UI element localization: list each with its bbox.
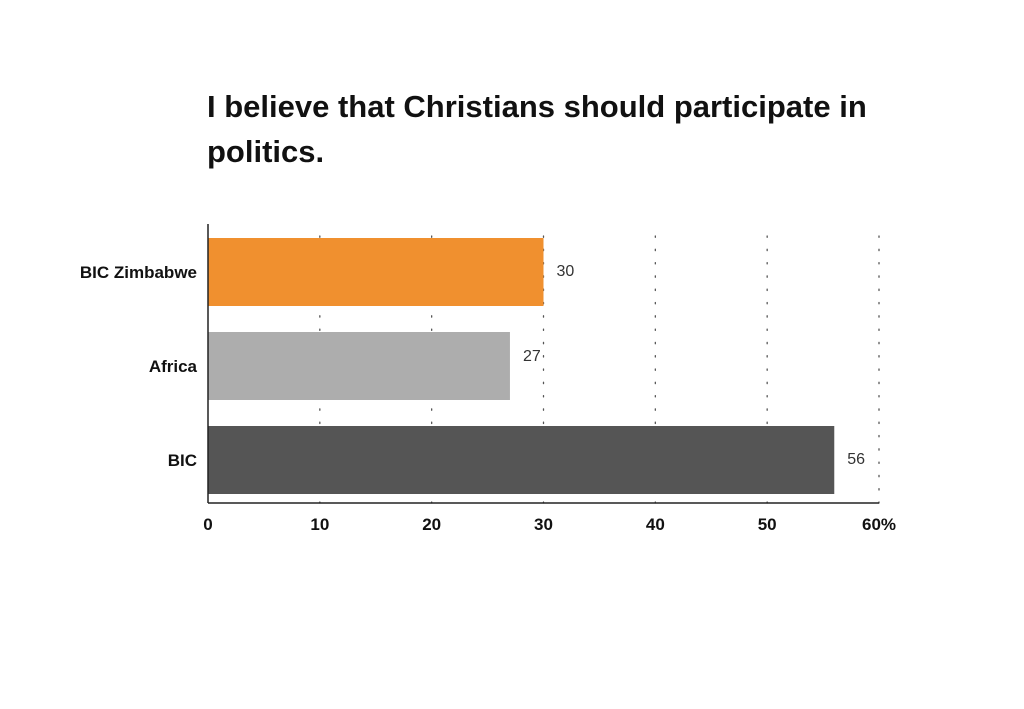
labels: BIC Zimbabwe Africa BIC 30 27 56 0 10 20 30 40 50 60…	[80, 263, 896, 534]
axes	[207, 224, 879, 504]
bar-bic-zimbabwe	[208, 238, 544, 306]
data-label: 27	[523, 348, 541, 365]
category-label: BIC Zimbabwe	[80, 263, 197, 282]
x-tick-label: 40	[646, 515, 665, 534]
chart-title: I believe that Christians should partici…	[207, 89, 867, 169]
category-label: Africa	[149, 357, 198, 376]
bar-bic	[208, 426, 835, 494]
bar-africa	[208, 332, 510, 400]
x-tick-label: 20	[422, 515, 441, 534]
x-tick-label: 60%	[862, 515, 896, 534]
x-tick-label: 50	[758, 515, 777, 534]
category-label: BIC	[168, 451, 197, 470]
x-tick-label: 10	[310, 515, 329, 534]
data-label: 56	[847, 451, 865, 468]
x-tick-label: 30	[534, 515, 553, 534]
bars	[208, 238, 835, 494]
data-label: 30	[557, 263, 575, 280]
x-tick-label: 0	[203, 515, 212, 534]
